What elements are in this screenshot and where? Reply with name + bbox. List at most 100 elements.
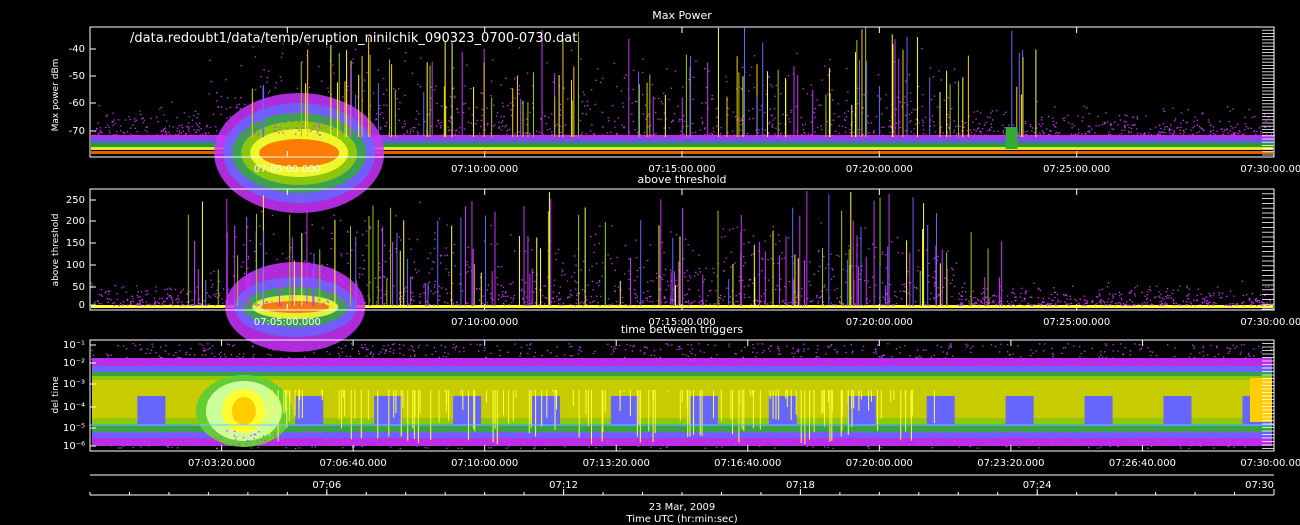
power-point [1244, 116, 1246, 119]
interval-point [875, 351, 877, 353]
power-point [634, 129, 636, 131]
threshold-point [1053, 287, 1055, 289]
threshold-point [912, 304, 915, 307]
threshold-point [311, 224, 313, 226]
interval-point [165, 344, 167, 347]
interval-point [1104, 351, 1106, 353]
interval-point [993, 443, 995, 445]
threshold-point [895, 302, 898, 305]
threshold-point [1160, 300, 1163, 302]
power-point [883, 126, 885, 128]
threshold-point [344, 292, 346, 294]
interval-point [123, 345, 125, 347]
panel1-xtick-label: 07:30:00.000 [1240, 164, 1300, 175]
threshold-point [610, 257, 612, 260]
threshold-point [586, 303, 588, 306]
panel2-xtick-label: 07:10:00.000 [451, 317, 518, 328]
power-point [977, 128, 979, 130]
power-point [1228, 121, 1230, 123]
interval-point [643, 346, 645, 348]
interval-point [1188, 447, 1190, 450]
threshold-point [1209, 294, 1211, 296]
threshold-point [268, 287, 270, 290]
power-point [546, 62, 548, 64]
threshold-point [466, 261, 468, 263]
threshold-point [824, 304, 826, 307]
interval-point [267, 353, 269, 356]
threshold-point [726, 287, 728, 289]
threshold-point [446, 292, 448, 295]
power-point [134, 127, 136, 129]
power-point [699, 134, 701, 137]
interval-point [561, 432, 563, 434]
interval-point [107, 355, 109, 357]
threshold-point [738, 280, 741, 282]
interval-point [534, 446, 536, 448]
threshold-point [331, 294, 333, 297]
threshold-point [687, 244, 689, 246]
threshold-point [171, 296, 173, 298]
threshold-point [809, 300, 811, 303]
interval-point [399, 348, 401, 350]
threshold-point [182, 288, 184, 291]
interval-point [1124, 346, 1126, 349]
power-point [727, 132, 729, 134]
threshold-point [980, 300, 982, 302]
power-point [229, 106, 231, 109]
interval-point [792, 347, 794, 350]
threshold-point [591, 265, 593, 267]
power-point [1159, 124, 1161, 127]
power-point [1107, 134, 1110, 136]
threshold-point [743, 265, 745, 267]
threshold-point [1271, 288, 1273, 290]
power-point [779, 122, 781, 125]
power-point [867, 115, 869, 117]
threshold-point [1186, 285, 1188, 287]
interval-point [390, 440, 392, 443]
interval-point [526, 344, 528, 346]
power-point [1036, 100, 1038, 103]
power-point [1024, 120, 1027, 123]
threshold-point [206, 304, 209, 306]
threshold-point [1111, 300, 1113, 302]
power-point [535, 130, 538, 132]
power-point [1196, 124, 1199, 126]
threshold-point [582, 302, 585, 304]
interval-point [485, 356, 487, 358]
threshold-point [964, 291, 967, 293]
power-point [623, 126, 625, 128]
power-point [889, 120, 891, 122]
date-label: 23 Mar, 2009 [649, 502, 716, 513]
interval-point [666, 445, 669, 447]
interval-point [643, 353, 645, 355]
threshold-point [1008, 303, 1010, 305]
interval-point [1228, 347, 1230, 350]
power-point [642, 58, 644, 60]
threshold-point [582, 304, 584, 307]
interval-point [425, 432, 427, 435]
power-point [829, 58, 831, 61]
interval-point [839, 436, 841, 438]
power-point [1164, 126, 1166, 128]
threshold-point [775, 243, 777, 246]
threshold-point [320, 278, 323, 281]
threshold-point [1077, 302, 1080, 304]
interval-point [569, 355, 572, 357]
power-point [495, 115, 498, 117]
interval-point [217, 439, 219, 441]
threshold-point [331, 237, 333, 240]
threshold-point [452, 252, 454, 254]
power-point [1243, 129, 1246, 131]
power-point [585, 132, 587, 135]
power-point [1121, 129, 1123, 131]
interval-point [398, 344, 401, 346]
power-point [961, 120, 963, 122]
power-point [266, 76, 268, 79]
interval-point [837, 358, 839, 360]
threshold-point [882, 296, 884, 298]
threshold-point [825, 267, 827, 269]
threshold-point [965, 298, 967, 300]
power-point [833, 113, 836, 115]
threshold-point [984, 296, 987, 298]
power-point [1041, 116, 1043, 119]
